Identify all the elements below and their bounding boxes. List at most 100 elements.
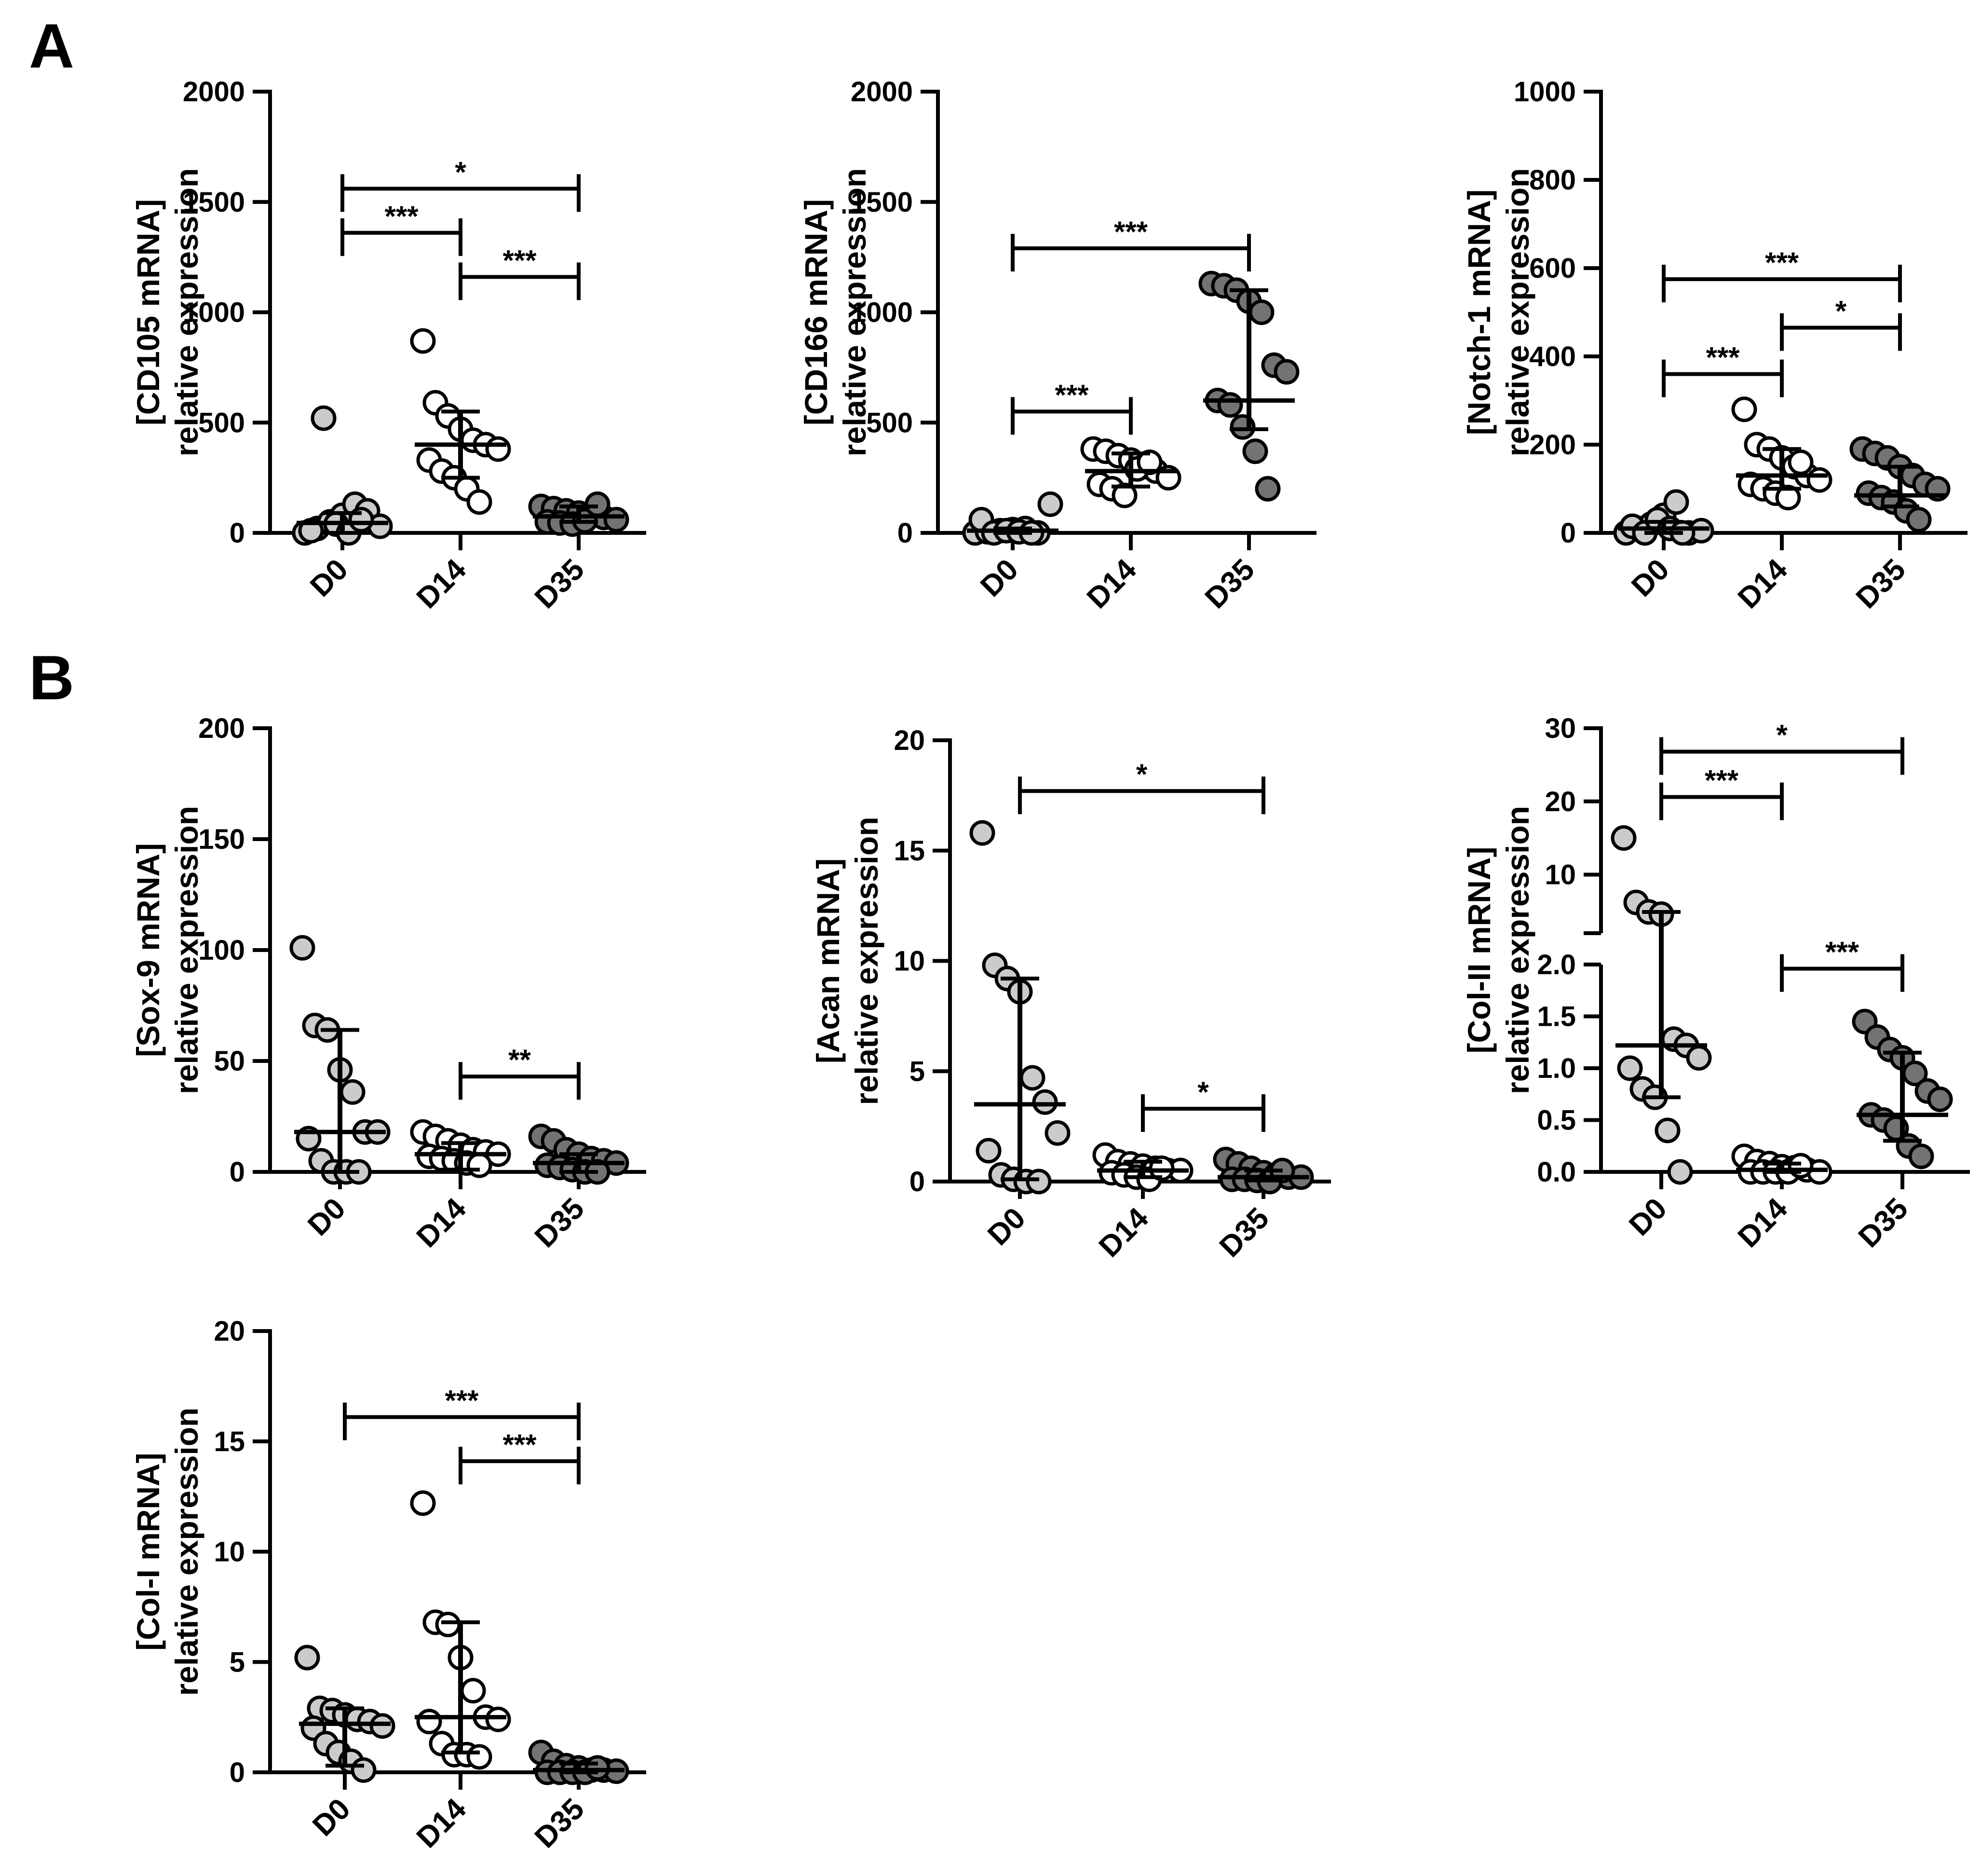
y-axis-title-line2: relative expression <box>169 806 204 1094</box>
data-point-d14 <box>1806 467 1832 493</box>
data-point-d0 <box>311 405 337 431</box>
data-point-d0 <box>976 1138 1002 1164</box>
significance-label: *** <box>1765 246 1799 279</box>
y-tick-label: 800 <box>1529 164 1576 196</box>
significance-bracket <box>1662 264 1902 302</box>
y-tick-label: 10 <box>1545 859 1576 891</box>
significance-label: * <box>1835 295 1847 327</box>
y-tick-label: 10 <box>894 946 925 977</box>
data-point-d14 <box>435 1611 461 1637</box>
panel-label-b: B <box>29 642 74 713</box>
data-point-d0 <box>969 820 995 846</box>
data-point-d35 <box>1248 299 1275 325</box>
significance-bracket <box>1780 313 1902 351</box>
data-point-d14 <box>410 328 436 354</box>
data-point-d0 <box>1019 1065 1045 1091</box>
y-tick-label: 1000 <box>183 297 245 328</box>
data-point-d0 <box>1611 825 1637 851</box>
y-axis-title-line2: relative expression <box>837 168 872 457</box>
data-point-d0 <box>1617 1055 1643 1081</box>
data-point-d35 <box>1217 392 1243 418</box>
y-tick-label: 200 <box>198 713 245 744</box>
x-tick-label-d35: D35 <box>1213 1201 1275 1264</box>
data-point-d35 <box>1255 476 1281 502</box>
y-axis-title-line1: [Col-II mRNA] <box>1461 847 1497 1054</box>
significance-bracket <box>1780 954 1904 992</box>
data-point-d14 <box>410 1490 436 1516</box>
y-axis-title-line2: relative expression <box>169 1408 204 1696</box>
significance-label: *** <box>1114 216 1148 248</box>
data-point-d0 <box>1686 1045 1712 1071</box>
data-point-d14 <box>466 489 492 515</box>
x-tick-label-d35: D35 <box>1199 553 1261 615</box>
x-tick-label-d0: D0 <box>301 1192 352 1242</box>
chart-3: 0 200 400 600 800 1000 [Notch-1 mRNA] relative … <box>1461 76 1967 615</box>
x-tick-label-d14: D14 <box>1732 1192 1794 1254</box>
data-point-d0 <box>351 1757 377 1783</box>
data-point-d0 <box>1663 489 1689 515</box>
significance-label: *** <box>502 244 537 276</box>
y-tick-label: 200 <box>1529 429 1576 461</box>
data-point-d0 <box>1032 1089 1058 1115</box>
significance-bracket <box>459 262 581 300</box>
chart-4: 0 50 100 150 200 [Sox-9 mRNA] relative express… <box>130 713 646 1254</box>
data-point-d0 <box>298 517 324 544</box>
data-point-d14 <box>485 436 511 462</box>
y-tick-label: 500 <box>866 407 913 438</box>
significance-label: *** <box>1825 936 1859 968</box>
significance-bracket <box>459 1062 581 1100</box>
y-tick-label: 0 <box>909 1166 925 1197</box>
significance-label: *** <box>502 1428 537 1461</box>
chart-1: 0 500 1000 1500 2000 [CD105 mRNA] relative exp… <box>130 76 646 615</box>
significance-label: *** <box>384 200 419 232</box>
data-point-d35 <box>603 507 629 533</box>
data-point-d35 <box>1274 359 1300 385</box>
y-axis-title-line1: [Col-I mRNA] <box>130 1453 166 1651</box>
significance-bracket <box>1018 776 1265 815</box>
data-point-d0 <box>1037 491 1063 517</box>
data-point-d14 <box>466 1152 492 1178</box>
x-tick-label-d14: D14 <box>410 1792 473 1855</box>
significance-bracket <box>1141 1094 1265 1132</box>
data-point-d35 <box>1927 1087 1953 1112</box>
y-tick-label: 20 <box>214 1316 245 1347</box>
y-axis-title-line1: [CD105 mRNA] <box>130 199 166 425</box>
y-tick-label: 600 <box>1529 253 1576 284</box>
y-tick-label: 100 <box>198 935 245 966</box>
significance-label: ** <box>508 1044 531 1076</box>
y-tick-label: 0 <box>897 517 913 549</box>
significance-label: * <box>1197 1076 1209 1108</box>
panel-label-a: A <box>29 11 74 81</box>
chart-5: 0 5 10 15 20 [Acan mRNA] relative expression D0… <box>810 725 1331 1264</box>
y-tick-label: 20 <box>1545 786 1576 817</box>
x-tick-label-d35: D35 <box>529 553 591 615</box>
data-point-d35 <box>584 491 611 517</box>
significance-label: * <box>455 156 466 188</box>
data-point-d35 <box>1908 1143 1934 1169</box>
x-tick-label-d0: D0 <box>1625 553 1676 603</box>
data-point-d35 <box>1242 438 1268 464</box>
y-tick-label: 50 <box>214 1046 245 1077</box>
x-tick-label-d0: D0 <box>981 1201 1032 1252</box>
significance-label: * <box>1136 758 1148 790</box>
y-tick-label: 15 <box>214 1426 245 1457</box>
x-tick-label-d35: D35 <box>529 1792 591 1854</box>
data-point-d0 <box>294 1645 320 1671</box>
y-axis-title-line1: [Notch-1 mRNA] <box>1461 190 1497 435</box>
y-tick-label: 2000 <box>851 76 913 108</box>
data-point-d14 <box>416 1709 442 1735</box>
data-point-d0 <box>369 1713 395 1739</box>
y-tick-label: 500 <box>198 407 245 438</box>
significance-label: *** <box>445 1384 479 1416</box>
chart-2: 0 500 1000 1500 2000 [CD166 mRNA] relative exp… <box>798 76 1316 615</box>
x-tick-label-d35: D35 <box>1850 553 1912 615</box>
data-point-d35 <box>1906 507 1932 533</box>
significance-bracket <box>1662 359 1784 397</box>
significance-bracket <box>343 1402 581 1441</box>
data-point-d0 <box>1667 1159 1693 1185</box>
chart-7: 0 5 10 15 20 [Col-I mRNA] relative expression D… <box>130 1316 646 1854</box>
data-point-d14 <box>1788 449 1814 476</box>
y-tick-label: 1000 <box>1514 76 1576 108</box>
y-tick-label: 2000 <box>183 76 245 108</box>
